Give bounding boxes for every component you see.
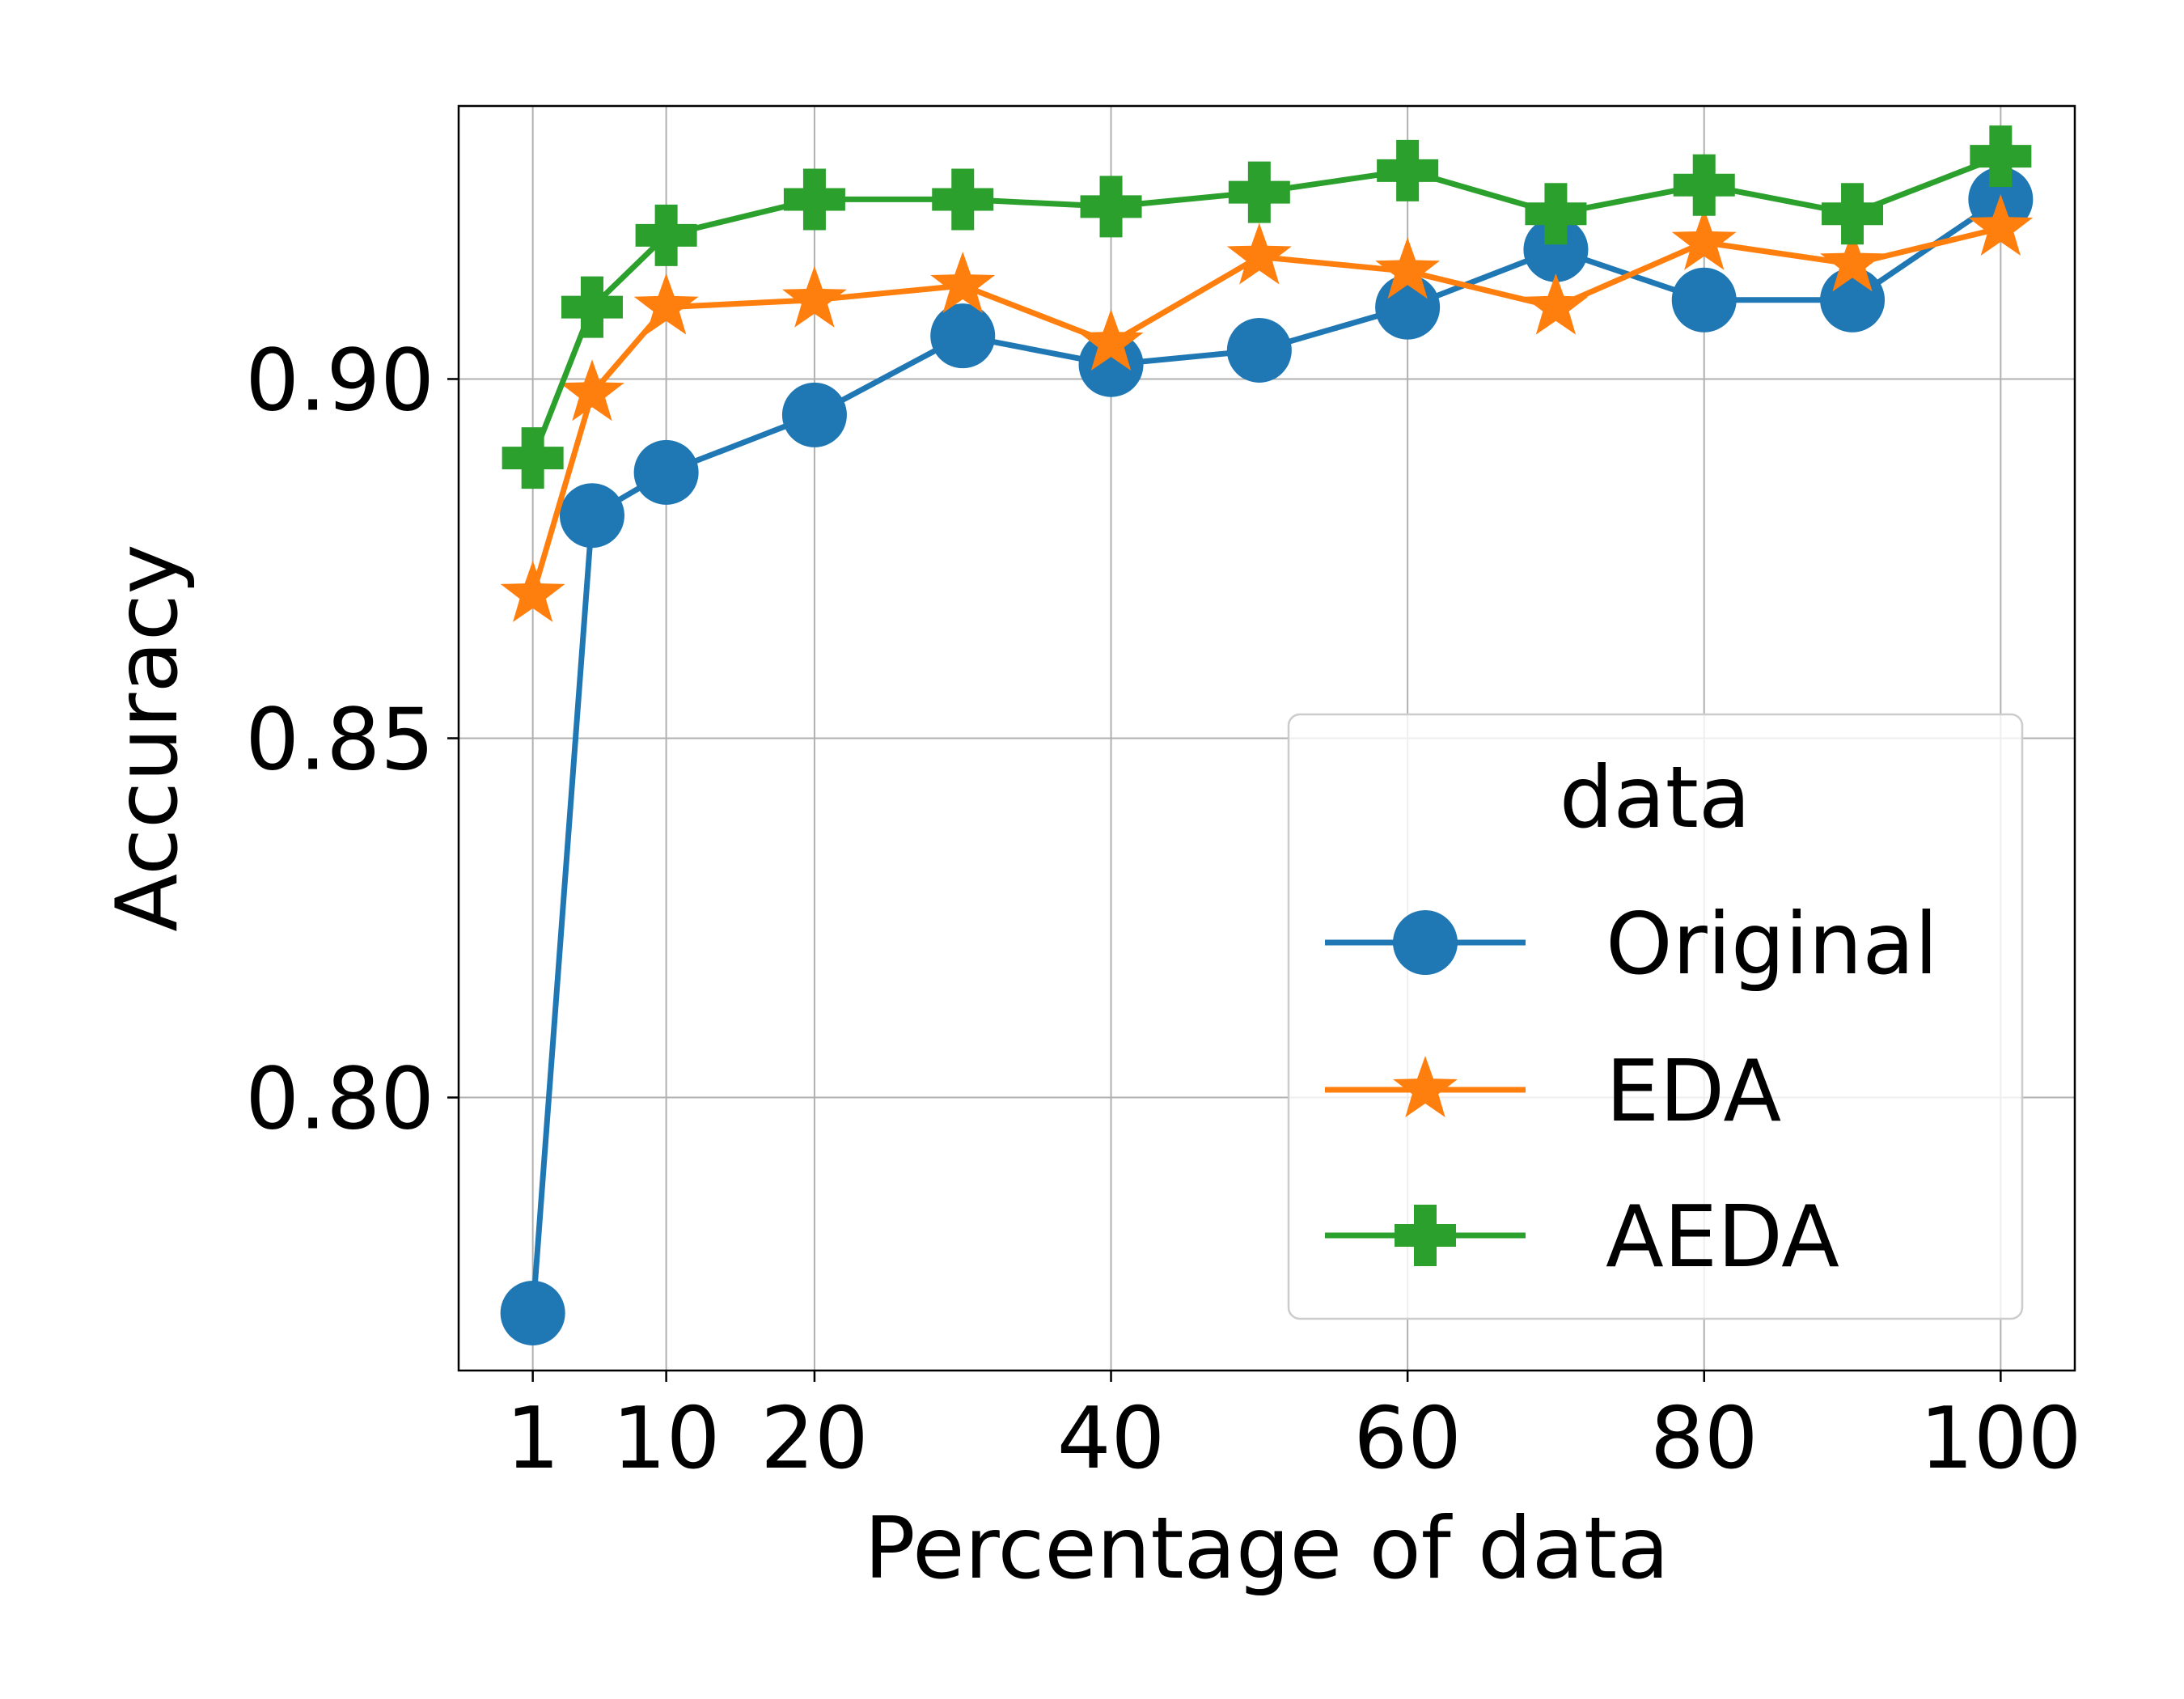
data-point-eda — [1523, 273, 1589, 335]
y-tick-label: 0.80 — [245, 1050, 434, 1149]
data-point-eda — [500, 560, 565, 622]
data-point-original — [1226, 317, 1292, 383]
data-point-original — [781, 382, 847, 447]
x-tick-label: 1 — [506, 1389, 560, 1488]
data-point-aeda — [1970, 125, 2032, 188]
data-point-aeda — [1822, 183, 1884, 245]
data-point-aeda — [1228, 161, 1290, 223]
x-tick-label: 100 — [1919, 1389, 2081, 1488]
data-point-original — [930, 303, 996, 369]
data-point-original — [1523, 217, 1589, 282]
data-point-aeda — [932, 168, 994, 231]
data-point-eda — [930, 252, 996, 313]
data-point-original — [1078, 332, 1144, 397]
series-group — [500, 125, 2034, 1345]
y-tick-label: 0.90 — [245, 331, 434, 430]
legend-box — [1287, 713, 2024, 1320]
legend-label-original: Original — [1606, 895, 1938, 994]
x-tick-label: 10 — [612, 1389, 721, 1488]
x-tick-label: 60 — [1353, 1389, 1462, 1488]
x-tick-label: 80 — [1650, 1389, 1759, 1488]
x-axis-label: Percentage of data — [864, 1499, 1669, 1598]
legend-entries: Original EDA AEDA — [1325, 895, 1938, 1286]
y-axis-label: Accuracy — [98, 544, 197, 931]
data-point-aeda — [635, 204, 697, 266]
y-axis-ticks: 0.80 0.85 0.90 — [245, 331, 459, 1149]
legend-marker-original — [1393, 910, 1458, 975]
x-tick-label: 20 — [760, 1389, 869, 1488]
data-point-eda — [1820, 230, 1885, 292]
data-point-eda — [560, 359, 624, 422]
x-tick-label: 40 — [1057, 1389, 1166, 1488]
data-point-original — [559, 483, 624, 549]
data-point-original — [500, 1280, 565, 1345]
data-point-eda — [1968, 194, 2034, 256]
data-point-aeda — [783, 168, 845, 231]
data-point-eda — [1671, 208, 1737, 270]
legend-marker-aeda — [1395, 1205, 1456, 1266]
data-point-eda — [782, 265, 847, 328]
data-point-aeda — [561, 276, 623, 338]
data-point-eda — [1078, 309, 1144, 371]
legend-marker-eda — [1393, 1056, 1458, 1117]
legend-title: data — [1560, 748, 1751, 847]
data-point-eda — [1375, 237, 1441, 299]
legend: data Original EDA AEDA — [1287, 713, 2024, 1320]
data-point-original — [633, 439, 699, 505]
data-point-aeda — [1525, 183, 1587, 245]
x-axis-ticks: 1 10 20 40 60 80 100 — [506, 1371, 2082, 1488]
legend-label-eda: EDA — [1606, 1042, 1781, 1141]
data-point-aeda — [502, 427, 564, 489]
data-point-original — [1671, 267, 1737, 333]
data-point-aeda — [1080, 176, 1142, 238]
data-point-eda — [633, 273, 699, 335]
y-tick-label: 0.85 — [245, 691, 434, 790]
data-point-eda — [1226, 222, 1292, 285]
legend-label-aeda: AEDA — [1606, 1188, 1839, 1286]
data-point-aeda — [1377, 139, 1439, 201]
data-point-aeda — [1673, 154, 1735, 216]
